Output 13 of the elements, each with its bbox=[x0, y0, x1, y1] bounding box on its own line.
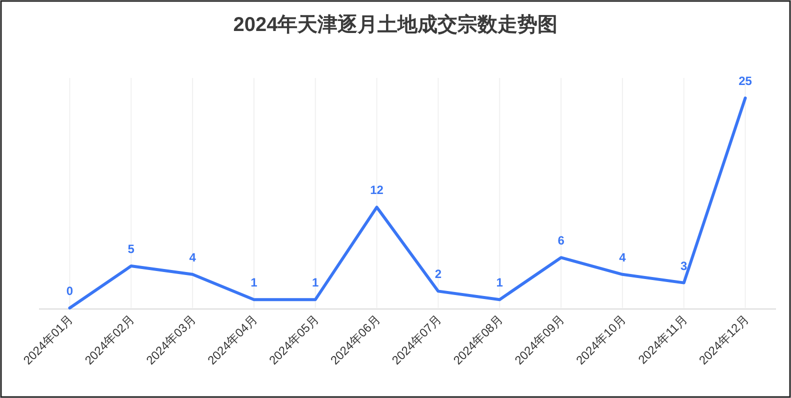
data-label: 12 bbox=[370, 183, 384, 198]
data-label: 5 bbox=[128, 242, 135, 256]
data-label: 4 bbox=[189, 250, 196, 264]
chart-title: 2024年天津逐月土地成交宗数走势图 bbox=[233, 13, 558, 36]
data-label: 1 bbox=[250, 276, 258, 290]
data-label: 0 bbox=[66, 284, 74, 298]
data-label: 25 bbox=[738, 74, 752, 88]
data-label: 2 bbox=[434, 267, 442, 282]
data-label: 1 bbox=[312, 276, 320, 290]
data-label: 6 bbox=[558, 234, 565, 248]
data-label: 4 bbox=[619, 250, 626, 264]
data-label: 1 bbox=[496, 276, 504, 290]
data-label: 3 bbox=[680, 258, 688, 273]
